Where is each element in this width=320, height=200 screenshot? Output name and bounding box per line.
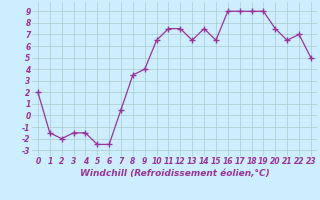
X-axis label: Windchill (Refroidissement éolien,°C): Windchill (Refroidissement éolien,°C): [80, 169, 269, 178]
